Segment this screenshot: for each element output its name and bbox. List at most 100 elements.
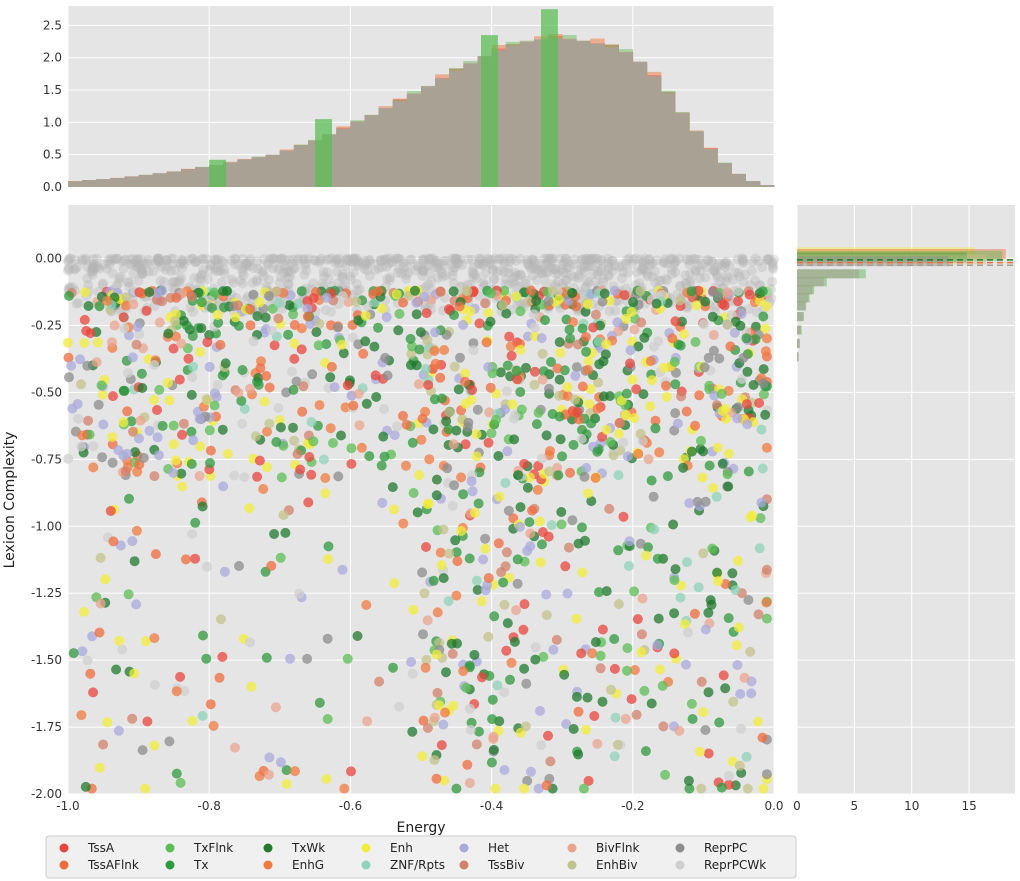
scatter-point — [616, 273, 627, 284]
scatter-point — [626, 307, 637, 317]
scatter-point — [331, 255, 342, 266]
scatter-point — [75, 354, 86, 365]
top-hist-bar — [745, 181, 761, 187]
scatter-point — [379, 255, 390, 266]
scatter-point — [439, 775, 450, 786]
scatter-point — [638, 256, 649, 267]
scatter-point — [453, 258, 464, 269]
scatter-point — [88, 687, 99, 698]
legend-marker — [59, 843, 69, 853]
scatter-point — [131, 599, 142, 610]
scatter-point — [654, 275, 665, 286]
scatter-point — [527, 270, 538, 281]
scatter-point — [541, 589, 552, 600]
scatter-point — [501, 547, 512, 558]
scatter-point — [443, 596, 454, 607]
scatter-point — [118, 417, 129, 428]
scatter-point — [755, 513, 766, 524]
top-hist-bar — [265, 154, 281, 187]
scatter-point — [700, 725, 711, 735]
scatter-point — [652, 255, 663, 266]
scatter-point — [720, 683, 731, 694]
scatter-point — [269, 340, 280, 351]
scatter-point — [529, 322, 540, 333]
right-hist-x-tick-label: 15 — [961, 799, 976, 813]
scatter-point — [438, 719, 449, 730]
scatter-point — [742, 783, 753, 794]
scatter-point — [88, 259, 99, 270]
scatter-point — [461, 682, 472, 693]
scatter-point — [557, 451, 568, 462]
scatter-point — [361, 398, 372, 409]
scatter-point — [694, 254, 705, 265]
scatter-point — [698, 446, 709, 457]
scatter-point — [163, 328, 174, 339]
scatter-point — [211, 255, 221, 266]
scatter-point — [587, 648, 598, 659]
scatter-point — [675, 280, 686, 291]
legend-label: TssBiv — [487, 858, 525, 872]
scatter-point — [533, 264, 544, 275]
right-hist-bar — [797, 250, 1003, 261]
scatter-point — [217, 651, 228, 662]
scatter-point — [690, 266, 701, 277]
scatter-point — [432, 607, 443, 618]
scatter-point — [348, 267, 359, 278]
scatter-point — [711, 262, 722, 273]
scatter-point — [700, 272, 711, 283]
scatter-point — [623, 561, 634, 571]
scatter-point — [484, 407, 495, 418]
scatter-point — [633, 448, 644, 459]
scatter-point — [734, 760, 745, 771]
scatter-point — [750, 334, 761, 345]
scatter-point — [633, 341, 644, 352]
scatter-point — [262, 462, 272, 473]
scatter-point — [604, 503, 615, 514]
top-histogram: 0.00.51.01.52.02.5 — [43, 6, 775, 194]
scatter-point — [417, 413, 428, 424]
scatter-point — [143, 254, 154, 265]
legend-marker — [59, 860, 69, 870]
scatter-point — [271, 437, 282, 447]
scatter-point — [209, 254, 220, 265]
scatter-point — [647, 258, 658, 268]
scatter-point — [226, 255, 237, 266]
scatter-point — [167, 282, 178, 293]
scatter-point — [652, 640, 663, 651]
scatter-point — [275, 757, 286, 768]
scatter-point — [237, 264, 248, 275]
top-hist-bar — [124, 176, 139, 187]
scatter-point — [650, 415, 661, 426]
scatter-point — [273, 313, 284, 324]
scatter-point — [340, 402, 351, 413]
scatter-point — [174, 275, 185, 286]
scatter-point — [594, 587, 604, 598]
scatter-point — [483, 437, 494, 448]
scatter-point — [302, 653, 313, 664]
top-hist-bar — [237, 159, 252, 187]
scatter-point — [494, 254, 505, 265]
scatter-point — [581, 281, 592, 292]
scatter-point — [161, 261, 172, 272]
scatter-point — [406, 254, 417, 265]
scatter-point — [284, 300, 295, 311]
scatter-point — [79, 314, 90, 325]
scatter-point — [659, 257, 670, 268]
scatter-point — [449, 361, 460, 372]
scatter-x-tick-label: -0.4 — [480, 799, 503, 813]
scatter-point — [435, 286, 446, 297]
scatter-point — [377, 497, 388, 508]
scatter-point — [576, 433, 587, 444]
scatter-point — [629, 324, 640, 335]
scatter-point — [662, 258, 672, 269]
scatter-point — [757, 463, 768, 474]
scatter-point — [222, 448, 233, 459]
scatter-point — [299, 269, 310, 280]
scatter-point — [446, 638, 457, 649]
scatter-point — [431, 773, 442, 784]
scatter-point — [154, 317, 165, 328]
scatter-point — [80, 287, 91, 298]
scatter-point — [669, 608, 680, 619]
scatter-point — [526, 263, 537, 274]
scatter-point — [601, 424, 612, 435]
